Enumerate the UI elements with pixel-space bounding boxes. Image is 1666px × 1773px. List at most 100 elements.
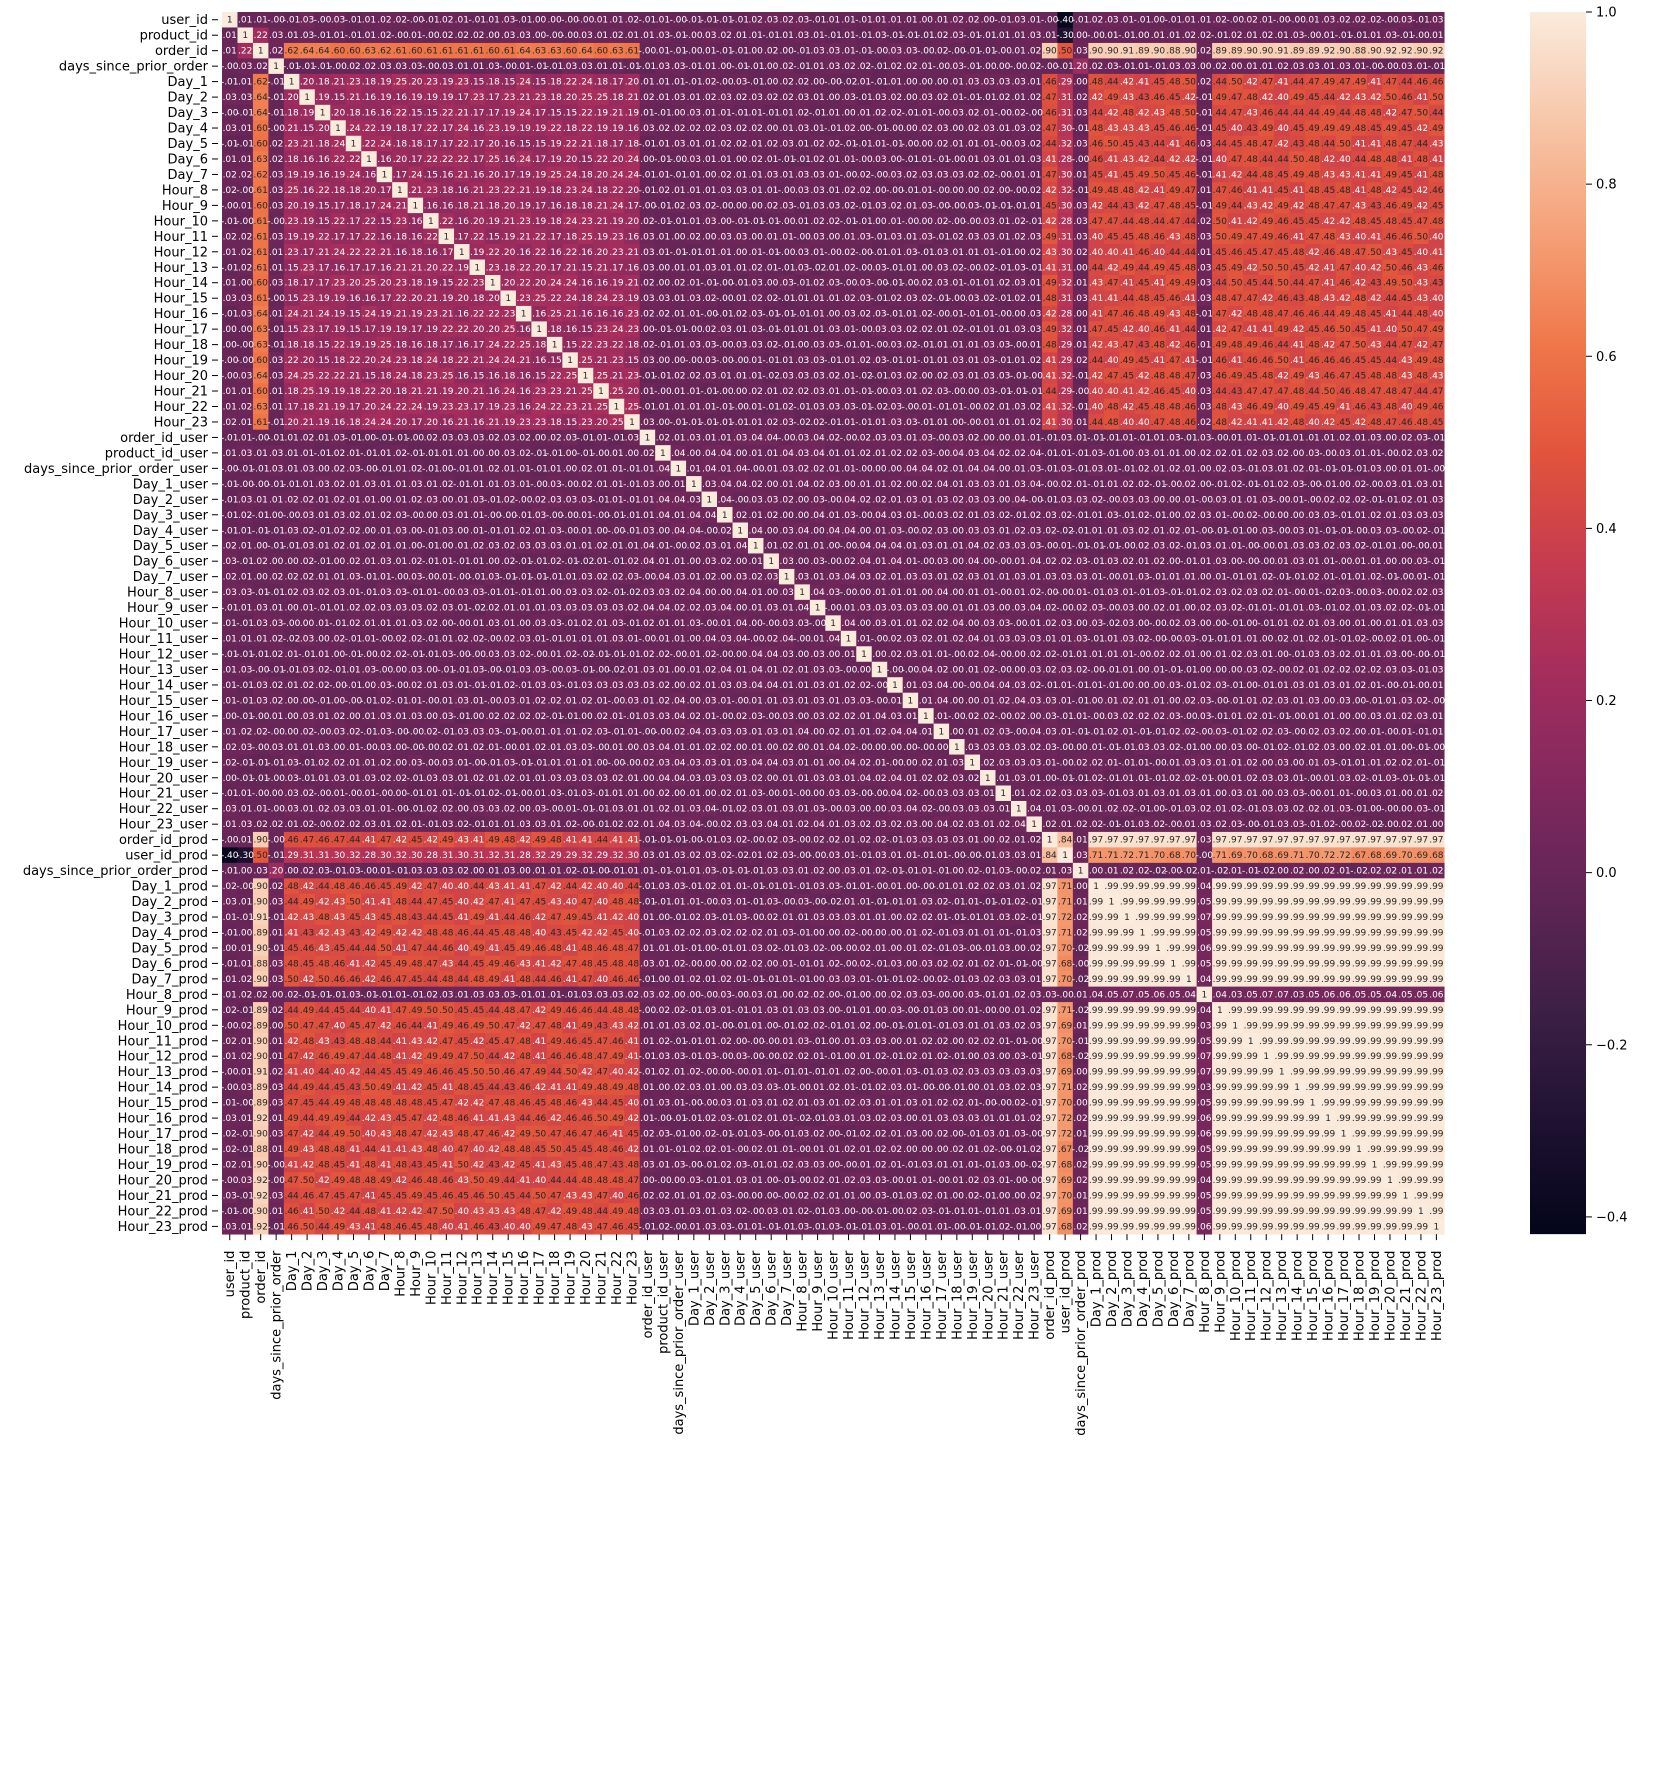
heatmap-cell (1320, 12, 1337, 28)
heatmap-cell (1103, 27, 1120, 44)
heatmap-cell (283, 27, 300, 44)
heatmap-cell (1165, 12, 1182, 28)
heatmap-cell (701, 27, 718, 44)
heatmap-cell (995, 27, 1012, 44)
heatmap-cell (608, 27, 625, 44)
heatmap-cell (484, 27, 501, 44)
heatmap-cell (1212, 12, 1228, 28)
heatmap-cell (314, 27, 331, 44)
heatmap-cell (686, 12, 702, 28)
heatmap-cell (1196, 27, 1213, 44)
heatmap-cell (438, 12, 455, 28)
heatmap-cell (237, 12, 254, 28)
heatmap-cell (593, 12, 610, 28)
heatmap-cell (222, 12, 238, 28)
heatmap-cell (1351, 27, 1368, 44)
heatmap-cell (345, 12, 362, 28)
heatmap-cell (825, 27, 842, 44)
heatmap-cell (717, 27, 733, 44)
heatmap-cell (1088, 27, 1105, 44)
heatmap-cell (1273, 27, 1290, 44)
heatmap-cell (1041, 12, 1058, 28)
heatmap-cell (1057, 12, 1074, 28)
heatmap-cell (1026, 12, 1043, 28)
heatmap-cell (423, 27, 439, 44)
heatmap-cell (964, 27, 981, 44)
heatmap-cell (268, 27, 285, 44)
heatmap-cell (1351, 12, 1368, 28)
heatmap-cell (717, 12, 733, 28)
heatmap-cell (763, 27, 780, 44)
heatmap-cell (469, 12, 486, 28)
heatmap-cell (361, 12, 378, 28)
heatmap-cell (732, 27, 749, 44)
heatmap-cell (1428, 12, 1445, 28)
heatmap-cell (794, 12, 811, 28)
heatmap-cell (670, 27, 687, 44)
heatmap-cell (423, 12, 439, 28)
heatmap-cell (407, 12, 424, 28)
heatmap-cell (1181, 12, 1198, 28)
heatmap-cell (1119, 12, 1136, 28)
heatmap-cell (1397, 12, 1414, 28)
heatmap-cell (887, 12, 904, 28)
heatmap-cell (840, 27, 857, 44)
heatmap-cell (345, 27, 362, 44)
heatmap-cell (1304, 27, 1321, 44)
heatmap-cell (237, 27, 254, 44)
heatmap-cell (361, 27, 378, 44)
heatmap-cell (639, 27, 656, 44)
heatmap-cell (1212, 27, 1228, 44)
heatmap-cell (655, 27, 672, 44)
heatmap-cell (252, 27, 269, 44)
heatmap-cell (701, 12, 718, 28)
heatmap-cell (531, 12, 548, 28)
heatmap-cell (577, 27, 594, 44)
heatmap-cell (1227, 27, 1244, 44)
heatmap-cell (407, 27, 424, 44)
heatmap-cell (1010, 12, 1027, 28)
heatmap-cell (1335, 27, 1352, 44)
heatmap-cell (856, 27, 873, 44)
heatmap-cell (1119, 27, 1136, 44)
heatmap-cell (1258, 12, 1275, 28)
heatmap-cell (871, 27, 888, 44)
heatmap-cell (1134, 27, 1151, 44)
heatmap-cell (1243, 12, 1259, 28)
heatmap-cell (1335, 12, 1352, 28)
heatmap-cell (949, 12, 965, 28)
heatmap-cell (794, 27, 811, 44)
heatmap-cell (330, 27, 347, 44)
heatmap-cell (1103, 12, 1120, 28)
heatmap-cell (902, 27, 919, 44)
heatmap-cell (871, 12, 888, 28)
heatmap-cell (902, 12, 919, 28)
heatmap-cell (531, 27, 548, 44)
heatmap-cell (933, 27, 950, 44)
heatmap-cell (1026, 27, 1043, 44)
heatmap-cell (1150, 12, 1167, 28)
heatmap-cell (1320, 27, 1337, 44)
heatmap-cell (484, 12, 501, 28)
heatmap-cell (608, 12, 625, 28)
heatmap-cell (949, 27, 965, 44)
heatmap-cell (1273, 12, 1290, 28)
heatmap-cell (1366, 12, 1383, 28)
heatmap-cell (222, 27, 238, 44)
heatmap-cell (825, 12, 842, 28)
heatmap-cell (577, 12, 594, 28)
heatmap-cell (1041, 27, 1058, 44)
heatmap-cell (299, 12, 316, 28)
heatmap-cell (1243, 27, 1259, 44)
heatmap-cell (562, 27, 579, 44)
heatmap-cell (1413, 12, 1430, 28)
heatmap-cell (809, 27, 826, 44)
heatmap-cell (515, 12, 532, 28)
heatmap-cell (454, 27, 470, 44)
heatmap-cell (809, 12, 826, 28)
heatmap-cell (1088, 12, 1105, 28)
heatmap-cell (500, 27, 517, 44)
heatmap-cell (933, 12, 950, 28)
heatmap-cell (1165, 27, 1182, 44)
